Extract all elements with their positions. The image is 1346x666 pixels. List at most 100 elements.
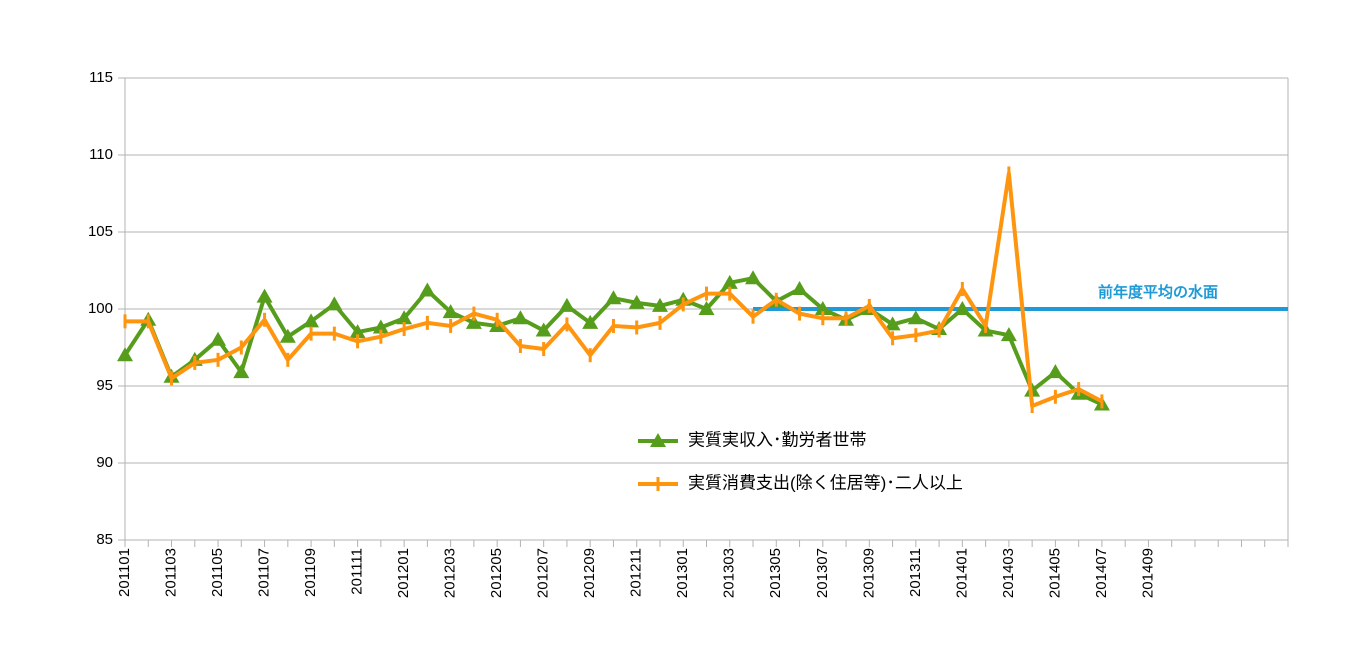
point-marker	[286, 352, 290, 367]
x-tick-label: 201211	[628, 548, 645, 597]
point-marker	[605, 290, 622, 305]
point-marker	[379, 329, 383, 344]
point-marker	[558, 297, 575, 312]
point-marker	[681, 297, 685, 312]
point-marker	[233, 364, 250, 379]
point-marker	[535, 322, 552, 337]
point-marker	[698, 301, 715, 315]
point-marker	[937, 323, 941, 338]
point-marker	[396, 310, 413, 325]
point-marker	[1007, 166, 1011, 181]
x-tick-label: 201201	[395, 548, 412, 598]
x-tick-label: 201103	[162, 548, 179, 597]
point-marker	[309, 326, 313, 341]
x-tick-label: 201407	[1093, 548, 1110, 598]
point-marker	[263, 312, 267, 327]
x-tick-label: 201101	[116, 548, 133, 597]
point-marker	[449, 318, 453, 333]
point-marker	[891, 331, 895, 346]
point-marker	[814, 301, 831, 315]
point-marker	[442, 304, 459, 319]
point-marker	[1030, 399, 1034, 414]
point-marker	[123, 314, 127, 329]
x-tick-label: 201109	[302, 548, 319, 597]
point-marker	[721, 274, 738, 289]
x-tick-label: 201205	[488, 548, 505, 598]
point-marker	[332, 326, 336, 341]
point-marker	[193, 355, 197, 370]
x-tick-label: 201401	[953, 548, 970, 598]
y-tick-label: 105	[88, 223, 113, 240]
annotation-label: 前年度平均の水面	[1098, 283, 1218, 301]
point-marker	[518, 338, 522, 353]
legend-label: 実質消費支出(除く住居等)･二人以上	[688, 473, 963, 492]
point-marker	[402, 322, 406, 337]
point-marker	[884, 316, 901, 331]
y-tick-label: 90	[96, 454, 113, 471]
x-tick-label: 201209	[581, 548, 598, 598]
point-marker	[1047, 364, 1064, 379]
point-marker	[1100, 394, 1104, 409]
point-marker	[611, 318, 615, 333]
point-marker	[146, 314, 150, 329]
point-marker	[984, 318, 988, 333]
point-marker	[774, 292, 778, 307]
point-marker	[798, 306, 802, 321]
y-tick-label: 95	[96, 377, 113, 394]
point-marker	[1053, 389, 1057, 404]
point-marker	[1077, 382, 1081, 397]
point-marker	[472, 306, 476, 321]
x-tick-label: 201307	[814, 548, 831, 598]
point-marker	[210, 331, 227, 346]
point-marker	[628, 294, 645, 309]
point-marker	[170, 371, 174, 386]
x-tick-label: 201111	[349, 548, 366, 595]
point-marker	[821, 311, 825, 326]
legend-label: 実質実収入･勤労者世帯	[688, 430, 867, 449]
point-marker	[326, 296, 343, 311]
x-tick-label: 201105	[209, 548, 226, 597]
point-marker	[745, 270, 762, 285]
point-marker	[728, 286, 732, 301]
point-marker	[751, 309, 755, 324]
point-marker	[588, 348, 592, 363]
point-marker	[349, 324, 366, 339]
point-marker	[495, 312, 499, 327]
x-tick-label: 201305	[767, 548, 784, 598]
point-marker	[356, 334, 360, 349]
point-marker	[954, 301, 971, 315]
y-tick-label: 115	[89, 69, 113, 86]
point-marker	[279, 328, 296, 343]
point-marker	[658, 315, 662, 330]
point-marker	[117, 347, 133, 362]
point-marker	[256, 288, 273, 303]
point-marker	[651, 297, 668, 312]
series-line	[125, 171, 1103, 409]
x-tick-label: 201409	[1139, 548, 1156, 598]
x-tick-label: 201309	[860, 548, 877, 598]
point-marker	[705, 286, 708, 301]
point-marker	[844, 311, 848, 326]
point-marker	[1000, 327, 1017, 342]
point-marker	[372, 319, 389, 334]
point-marker	[542, 342, 546, 357]
x-tick-label: 201405	[1046, 548, 1063, 598]
point-marker	[512, 310, 529, 325]
x-tick-label: 201303	[721, 548, 738, 598]
y-tick-label: 100	[88, 300, 113, 317]
x-tick-label: 201107	[256, 548, 273, 597]
x-tick-label: 201207	[535, 548, 552, 598]
point-marker	[907, 310, 924, 325]
point-marker	[867, 298, 871, 313]
point-marker	[465, 314, 482, 329]
point-marker	[239, 340, 243, 355]
point-marker	[791, 280, 808, 295]
point-marker	[216, 352, 220, 367]
legend-marker	[656, 477, 660, 491]
x-tick-label: 201311	[907, 548, 924, 597]
point-marker	[425, 315, 429, 330]
x-tick-label: 201301	[674, 548, 691, 598]
point-marker	[582, 314, 599, 329]
point-marker	[565, 317, 569, 332]
